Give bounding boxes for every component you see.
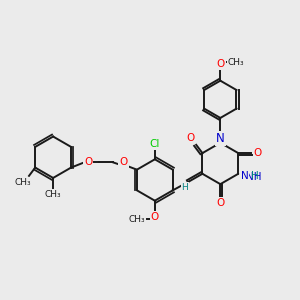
Text: CH₃: CH₃: [129, 215, 146, 224]
Text: H: H: [182, 183, 188, 192]
Text: O: O: [216, 198, 224, 208]
Text: N: N: [216, 132, 225, 145]
Text: Cl: Cl: [150, 139, 160, 149]
Text: O: O: [119, 158, 128, 167]
Text: CH₃: CH₃: [45, 190, 61, 199]
Text: O: O: [84, 158, 92, 167]
Text: O: O: [151, 212, 159, 222]
Text: O: O: [254, 148, 262, 158]
Text: H: H: [251, 171, 259, 181]
Text: CH₃: CH₃: [227, 58, 244, 67]
Text: O: O: [186, 133, 194, 142]
Text: CH₃: CH₃: [14, 178, 31, 187]
Text: N: N: [217, 134, 224, 144]
Text: NH: NH: [245, 172, 261, 182]
Text: O: O: [216, 59, 224, 69]
Text: N: N: [241, 171, 248, 181]
